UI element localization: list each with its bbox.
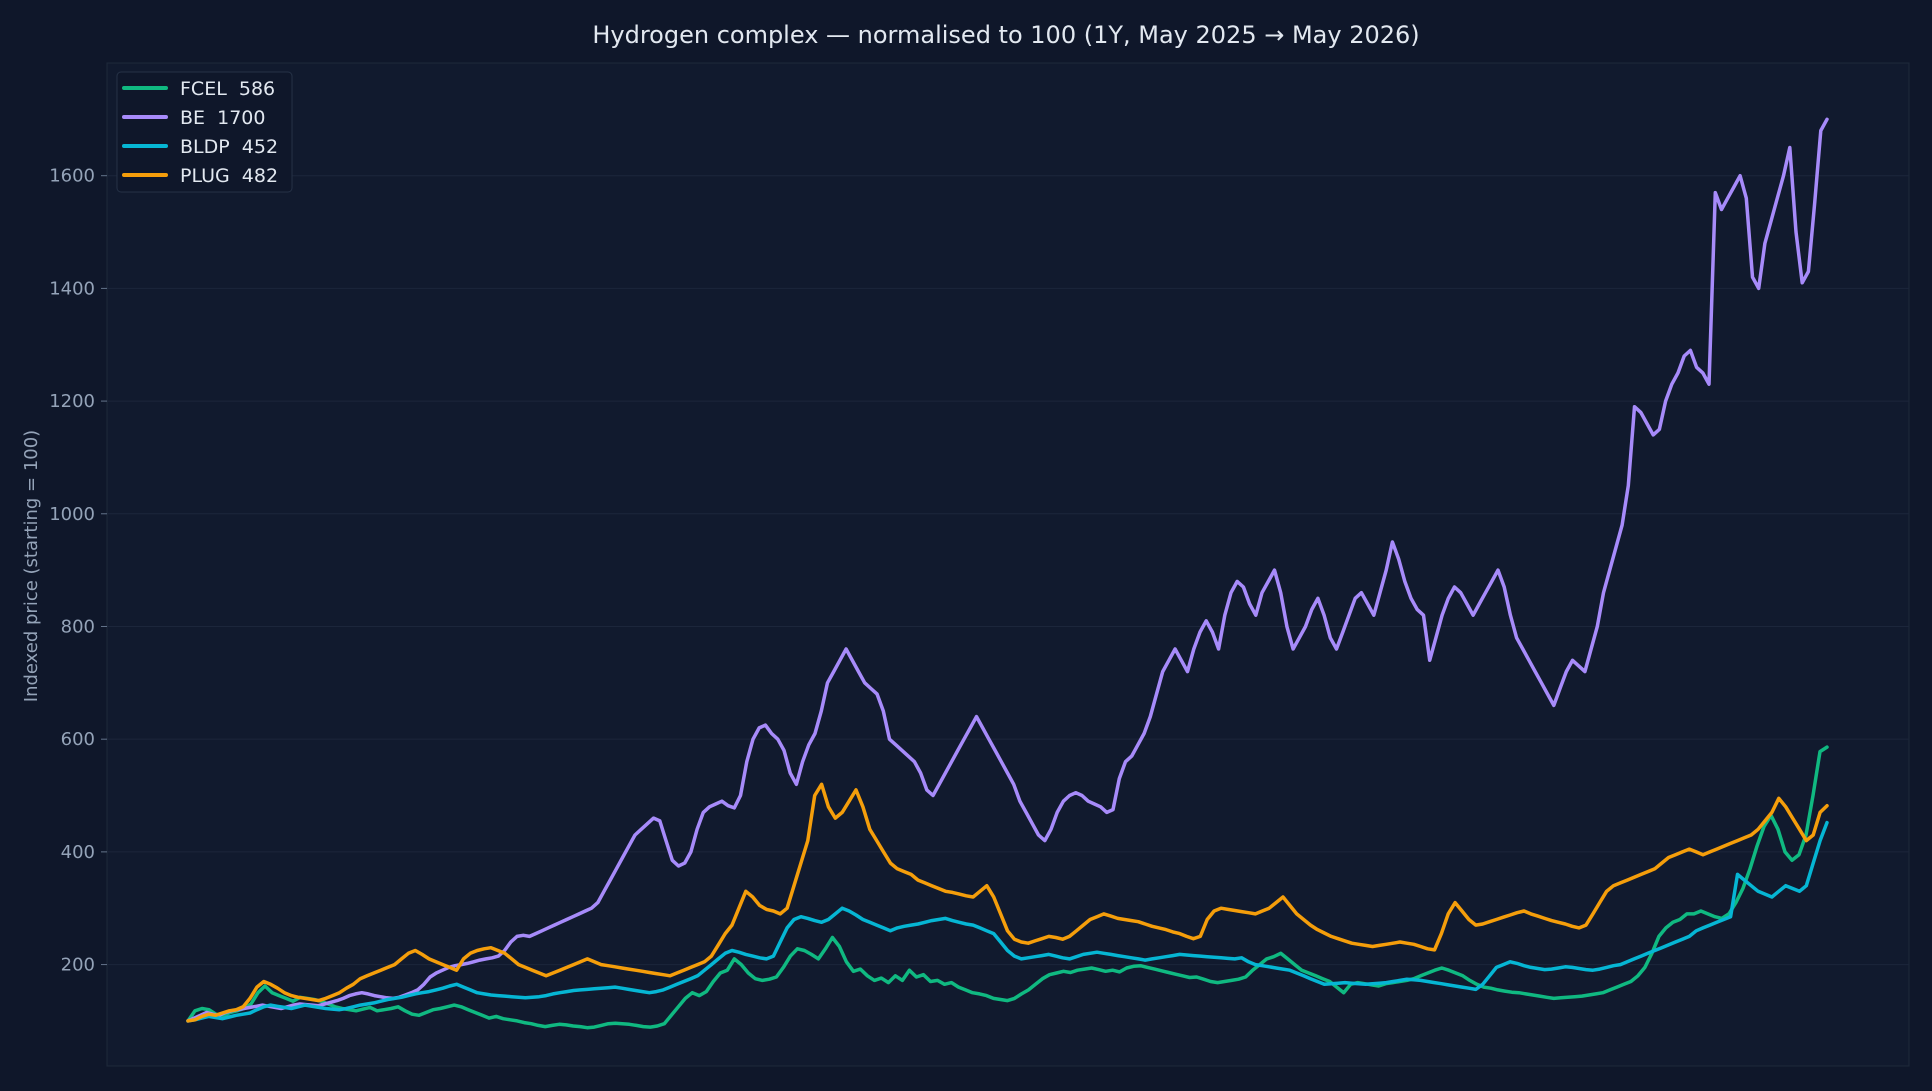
- legend-entry-0: FCEL 586: [180, 78, 275, 100]
- series-lines: [186, 117, 1829, 1030]
- y-tick-label: 1400: [49, 278, 95, 299]
- y-tick-label: 1000: [49, 504, 95, 525]
- chart-title: Hydrogen complex — normalised to 100 (1Y…: [592, 21, 1419, 49]
- plot-area: [106, 62, 1910, 1067]
- legend: FCEL 586 BE 1700 BLDP 452 PLUG 482: [116, 71, 293, 193]
- legend-entry-2: BLDP 452: [180, 136, 278, 158]
- legend-entry-3: PLUG 482: [180, 165, 278, 187]
- grid: [107, 175, 1909, 966]
- y-tick-label: 800: [61, 616, 95, 637]
- legend-entry-1: BE 1700: [180, 107, 265, 129]
- y-tick-label: 1600: [49, 166, 95, 187]
- y-tick-label: 400: [61, 842, 95, 863]
- series-line-3: [186, 782, 1829, 1023]
- y-axis-label: Indexed price (starting = 100): [21, 430, 42, 702]
- y-tick-label: 1200: [49, 391, 95, 412]
- series-line-0: [186, 745, 1829, 1030]
- legend-box: [116, 71, 293, 193]
- y-tick-label: 600: [61, 729, 95, 750]
- y-tick-label: 200: [61, 955, 95, 976]
- y-axis-ticks: 200 400 600 800 1000 1200 1400 1600: [49, 166, 107, 976]
- series-line-2: [186, 820, 1829, 1023]
